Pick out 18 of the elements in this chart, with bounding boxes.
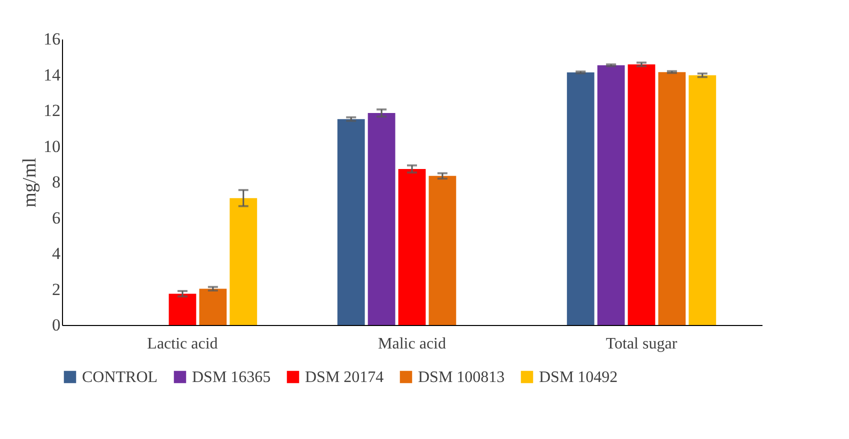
legend-label: DSM 100813	[418, 369, 505, 386]
y-tick-label: 0	[52, 316, 60, 334]
y-tick-label: 2	[52, 280, 60, 299]
y-tick-label: 6	[52, 208, 60, 228]
y-tick-label: 4	[52, 244, 61, 263]
x-tick-label: Total sugar	[606, 336, 678, 352]
legend-label: DSM 10492	[539, 369, 618, 386]
y-tick-label: 10	[44, 136, 60, 156]
x-tick-label: Lactic acid	[147, 336, 218, 352]
legend-label: CONTROL	[82, 369, 158, 386]
y-tick-label: 12	[44, 101, 60, 120]
legend-label: DSM 16365	[192, 369, 271, 386]
legend-label: DSM 20174	[305, 369, 384, 386]
x-tick-label: Malic acid	[378, 336, 446, 352]
y-axis-title: mg/ml	[20, 158, 40, 208]
y-tick-label: 16	[44, 30, 60, 48]
y-tick-label: 14	[44, 65, 61, 84]
y-tick-label: 8	[52, 172, 60, 192]
